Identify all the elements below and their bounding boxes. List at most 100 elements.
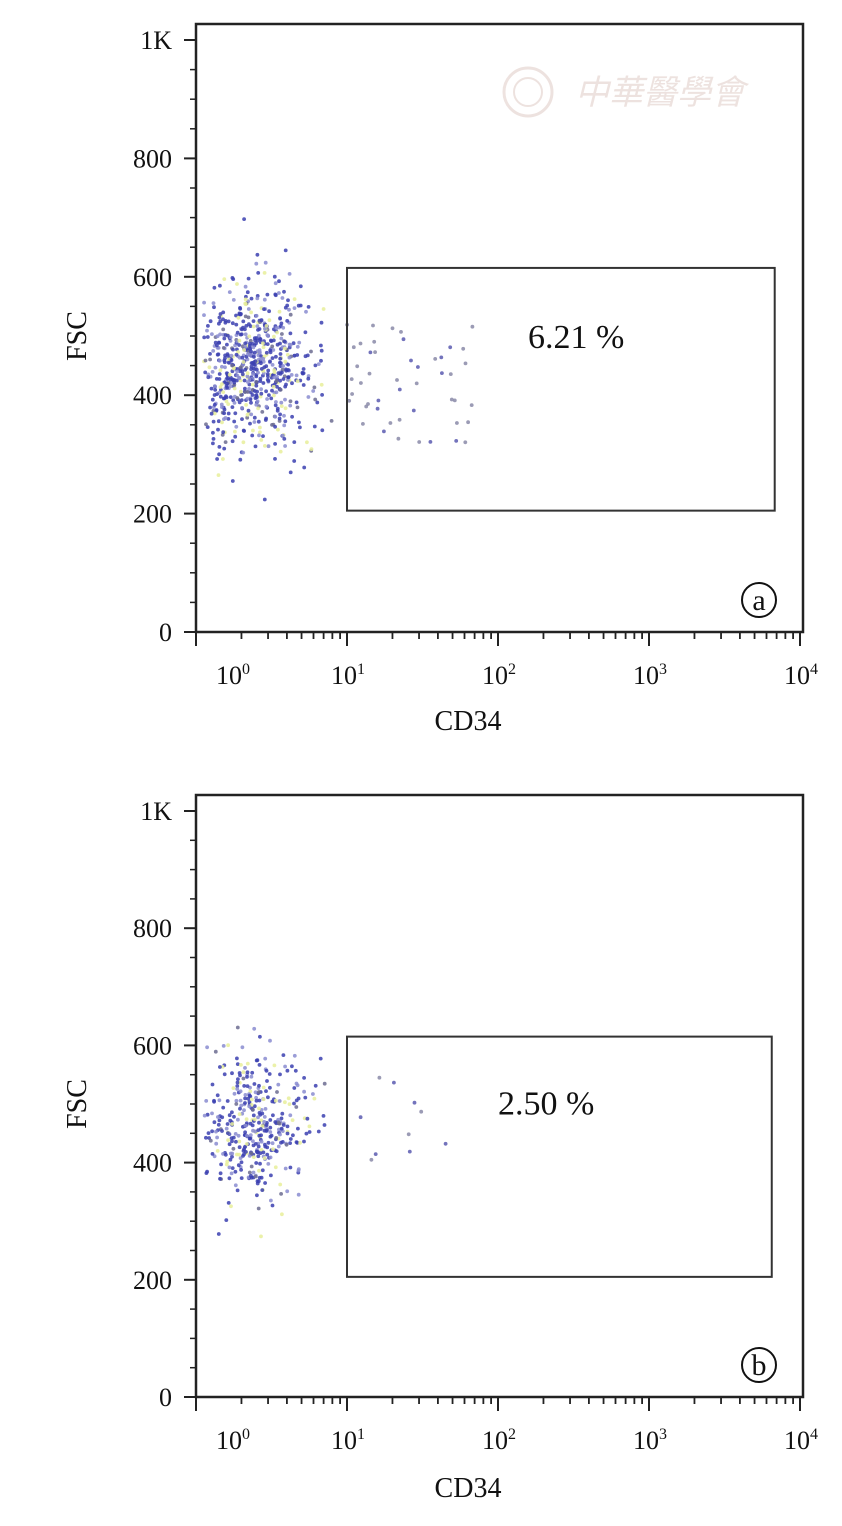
data-point <box>210 397 215 402</box>
data-point <box>253 1174 258 1179</box>
x-tick-label: 101 <box>331 1426 365 1455</box>
data-point <box>249 1164 254 1169</box>
data-point <box>263 326 267 331</box>
data-point <box>229 1204 233 1209</box>
data-point <box>247 334 252 339</box>
data-point <box>235 369 240 374</box>
data-point <box>282 413 286 418</box>
data-point <box>256 1144 261 1149</box>
data-point <box>396 436 401 441</box>
data-point <box>287 355 292 360</box>
data-point <box>322 1123 327 1127</box>
data-point <box>215 1149 220 1153</box>
data-point <box>218 368 223 373</box>
data-point <box>279 1116 284 1121</box>
data-point <box>355 364 360 369</box>
data-point <box>247 344 252 348</box>
data-point <box>202 300 207 305</box>
data-point <box>271 384 276 389</box>
data-point <box>319 343 323 348</box>
data-point <box>229 353 234 358</box>
data-point <box>350 392 354 396</box>
data-point <box>232 1091 237 1096</box>
data-point <box>235 1087 240 1091</box>
data-point <box>283 305 288 310</box>
data-point <box>397 417 402 422</box>
data-point <box>272 368 277 372</box>
data-point <box>242 348 247 352</box>
data-point <box>221 346 226 350</box>
data-point <box>222 411 227 416</box>
data-point <box>307 1124 312 1129</box>
x-tick-exponent: 1 <box>357 1426 365 1443</box>
data-point <box>311 1092 315 1096</box>
y-tick-label: 400 <box>133 381 172 410</box>
data-point <box>440 371 444 375</box>
data-point <box>285 1131 290 1136</box>
data-point <box>205 425 210 429</box>
data-point <box>239 332 244 337</box>
data-point <box>302 1089 306 1094</box>
data-point <box>235 396 240 400</box>
data-point <box>256 370 260 375</box>
data-point <box>235 1084 240 1088</box>
data-point <box>205 1045 210 1050</box>
data-point <box>263 1142 267 1147</box>
data-point <box>247 1104 252 1109</box>
data-point <box>241 1076 246 1081</box>
data-point <box>230 405 235 409</box>
data-point <box>243 1066 247 1070</box>
data-point <box>309 349 313 354</box>
data-point <box>235 282 239 286</box>
data-point <box>294 400 299 405</box>
data-points <box>202 217 475 502</box>
data-point <box>263 260 268 265</box>
data-point <box>268 1125 273 1130</box>
data-point <box>261 341 265 346</box>
data-point <box>245 1070 250 1075</box>
data-point <box>256 1154 261 1159</box>
data-point <box>262 365 267 370</box>
data-point <box>238 1098 243 1103</box>
data-point <box>225 1099 230 1103</box>
data-point <box>237 338 242 343</box>
watermark-seal-icon <box>502 66 554 118</box>
y-tick-label: 600 <box>133 1031 172 1060</box>
data-point <box>206 375 211 380</box>
data-point <box>216 473 221 477</box>
data-point <box>270 1141 275 1146</box>
data-point <box>254 261 259 266</box>
data-point <box>312 424 317 429</box>
data-point <box>212 305 216 310</box>
data-point <box>253 359 258 363</box>
data-point <box>242 217 247 222</box>
data-point <box>272 334 276 339</box>
data-point <box>253 1142 258 1146</box>
data-point <box>218 394 223 399</box>
data-point <box>259 1234 263 1239</box>
data-point <box>281 377 286 381</box>
data-point <box>283 419 288 424</box>
data-point <box>235 1188 240 1193</box>
x-tick-exponent: 3 <box>659 661 667 678</box>
data-point <box>304 309 308 314</box>
data-point <box>288 343 293 347</box>
data-point <box>204 1099 209 1103</box>
y-axis-label: FSC <box>62 1079 93 1129</box>
data-point <box>222 336 227 341</box>
data-point <box>202 1113 207 1118</box>
data-point <box>218 1171 223 1176</box>
data-point <box>258 1151 263 1155</box>
data-point <box>255 1058 260 1063</box>
data-point <box>264 389 268 394</box>
data-point <box>262 297 267 302</box>
data-point <box>301 367 306 371</box>
data-point <box>247 387 251 391</box>
data-point <box>242 1147 247 1152</box>
data-point <box>257 1120 261 1125</box>
data-point <box>229 375 233 380</box>
data-point <box>210 1082 215 1087</box>
data-point <box>264 1068 269 1073</box>
